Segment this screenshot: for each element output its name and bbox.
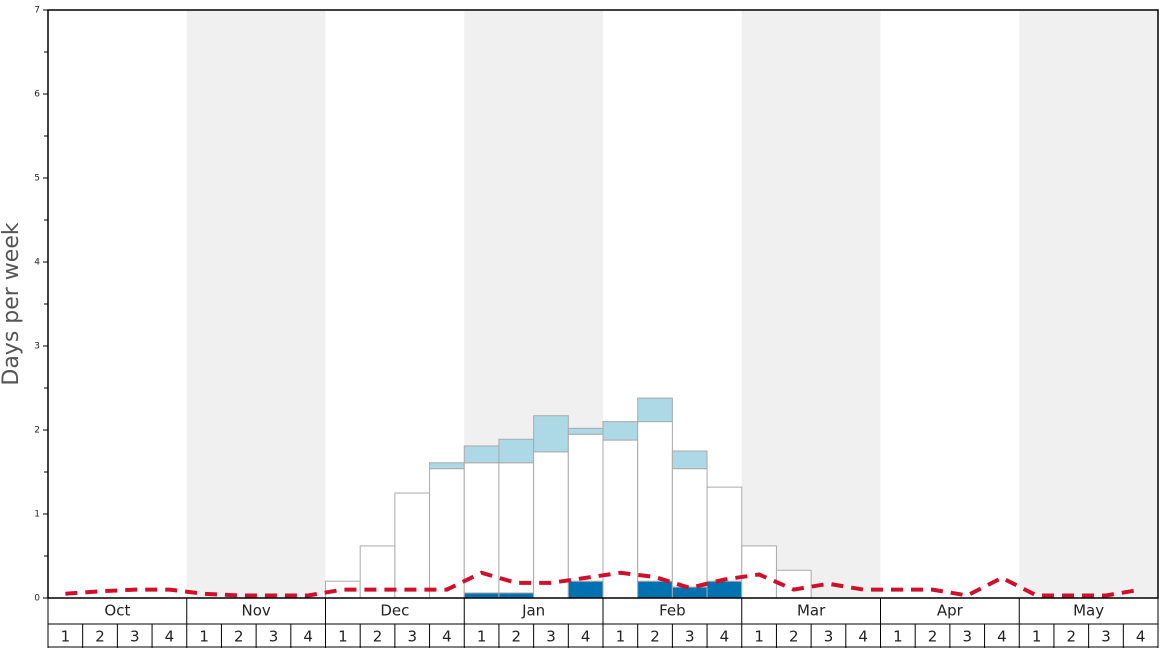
bar-segment: [429, 468, 465, 599]
bar-segment: [671, 450, 708, 470]
bar-segment: [463, 445, 500, 464]
month-shade: [741, 10, 881, 598]
week-label: 1: [338, 628, 348, 646]
bar-segment: [741, 545, 777, 599]
bar-segment: [498, 592, 535, 599]
week-label: 2: [512, 628, 522, 646]
month-label: Jan: [521, 602, 545, 620]
week-label: 1: [199, 628, 209, 646]
bar-segment: [706, 486, 743, 582]
bar-segment: [637, 421, 673, 582]
y-tick-label: 7: [34, 6, 40, 16]
week-label: 1: [61, 628, 71, 646]
week-label: 1: [754, 628, 764, 646]
bar-segment: [463, 592, 500, 599]
week-label: 1: [893, 628, 903, 646]
week-label: 3: [546, 628, 556, 646]
week-label: 4: [997, 628, 1007, 646]
average-line: [65, 570, 1141, 598]
week-label: 3: [824, 628, 834, 646]
week-label: 2: [234, 628, 244, 646]
week-label: 4: [720, 628, 730, 646]
bar-segment: [637, 397, 673, 423]
y-tick-label: 3: [34, 342, 40, 352]
y-tick-label: 0: [34, 594, 40, 604]
week-label: 4: [303, 628, 313, 646]
week-label: 1: [1032, 628, 1042, 646]
week-label: 3: [407, 628, 417, 646]
month-label: Dec: [380, 602, 409, 620]
week-label: 4: [442, 628, 452, 646]
week-label: 3: [962, 628, 972, 646]
month-label: Oct: [104, 602, 130, 620]
month-label: Nov: [241, 602, 270, 620]
bar-segment: [533, 451, 569, 599]
month-label: May: [1073, 602, 1104, 620]
bar-segment: [671, 468, 708, 588]
bar-segment: [533, 415, 569, 453]
month-shade: [186, 10, 326, 598]
bar-segment: [498, 438, 535, 464]
week-label: 2: [373, 628, 383, 646]
y-tick-label: 5: [34, 174, 40, 184]
week-label: 2: [650, 628, 660, 646]
y-tick-label: 2: [34, 426, 40, 436]
week-label: 3: [685, 628, 695, 646]
bar-segment: [394, 492, 431, 599]
week-label: 2: [928, 628, 938, 646]
month-shade: [1019, 10, 1158, 598]
week-label: 1: [477, 628, 487, 646]
bar-segment: [429, 462, 465, 470]
week-label: 2: [1067, 628, 1077, 646]
bar-segment: [498, 462, 535, 594]
week-label: 4: [858, 628, 868, 646]
month-label: Apr: [937, 602, 964, 620]
week-label: 3: [269, 628, 279, 646]
bar-segment: [706, 580, 743, 599]
y-axis-label: Days per week: [0, 222, 24, 385]
week-label: 3: [1101, 628, 1111, 646]
bar-segment: [567, 427, 604, 435]
week-label: 3: [130, 628, 140, 646]
week-label: 4: [581, 628, 591, 646]
y-tick-label: 1: [34, 510, 40, 520]
plot-frame: [47, 9, 1159, 599]
week-label: 2: [95, 628, 105, 646]
month-label: Mar: [797, 602, 826, 620]
week-label: 2: [789, 628, 799, 646]
bar-segment: [567, 433, 604, 582]
month-label: Feb: [659, 602, 686, 620]
y-tick-label: 6: [34, 90, 40, 100]
bar-segment: [671, 586, 708, 599]
week-label: 4: [165, 628, 175, 646]
week-label: 1: [616, 628, 626, 646]
bar-segment: [602, 421, 639, 441]
week-label: 4: [1136, 628, 1146, 646]
bar-segment: [567, 580, 604, 599]
y-tick-label: 4: [34, 258, 40, 268]
bar-segment: [637, 580, 673, 599]
